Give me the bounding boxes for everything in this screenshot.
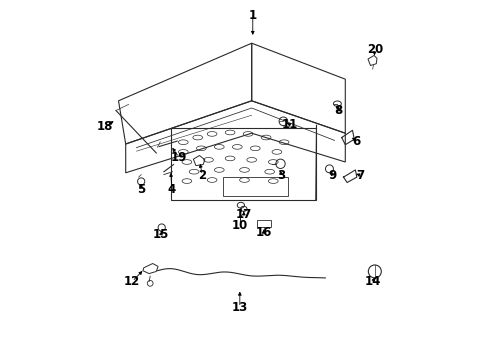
Text: 6: 6	[352, 135, 360, 148]
Text: 7: 7	[356, 169, 364, 182]
Text: 15: 15	[152, 228, 169, 241]
Text: 20: 20	[366, 43, 382, 56]
Text: 13: 13	[231, 301, 247, 314]
Text: 10: 10	[232, 219, 248, 232]
Text: 4: 4	[167, 183, 176, 196]
Text: 1: 1	[248, 9, 256, 22]
Text: 17: 17	[235, 208, 251, 221]
Text: 5: 5	[137, 183, 145, 196]
Text: 12: 12	[124, 275, 140, 288]
Bar	[223, 177, 287, 196]
Text: 9: 9	[328, 169, 336, 182]
Bar	[170, 128, 316, 200]
Text: 16: 16	[255, 226, 271, 239]
Text: 2: 2	[198, 169, 206, 182]
Text: 11: 11	[282, 118, 298, 131]
Text: 19: 19	[170, 151, 187, 164]
Text: 8: 8	[334, 104, 342, 117]
Text: 18: 18	[97, 120, 113, 133]
Text: 14: 14	[364, 275, 381, 288]
Text: 3: 3	[277, 169, 285, 182]
Bar	[257, 220, 270, 227]
